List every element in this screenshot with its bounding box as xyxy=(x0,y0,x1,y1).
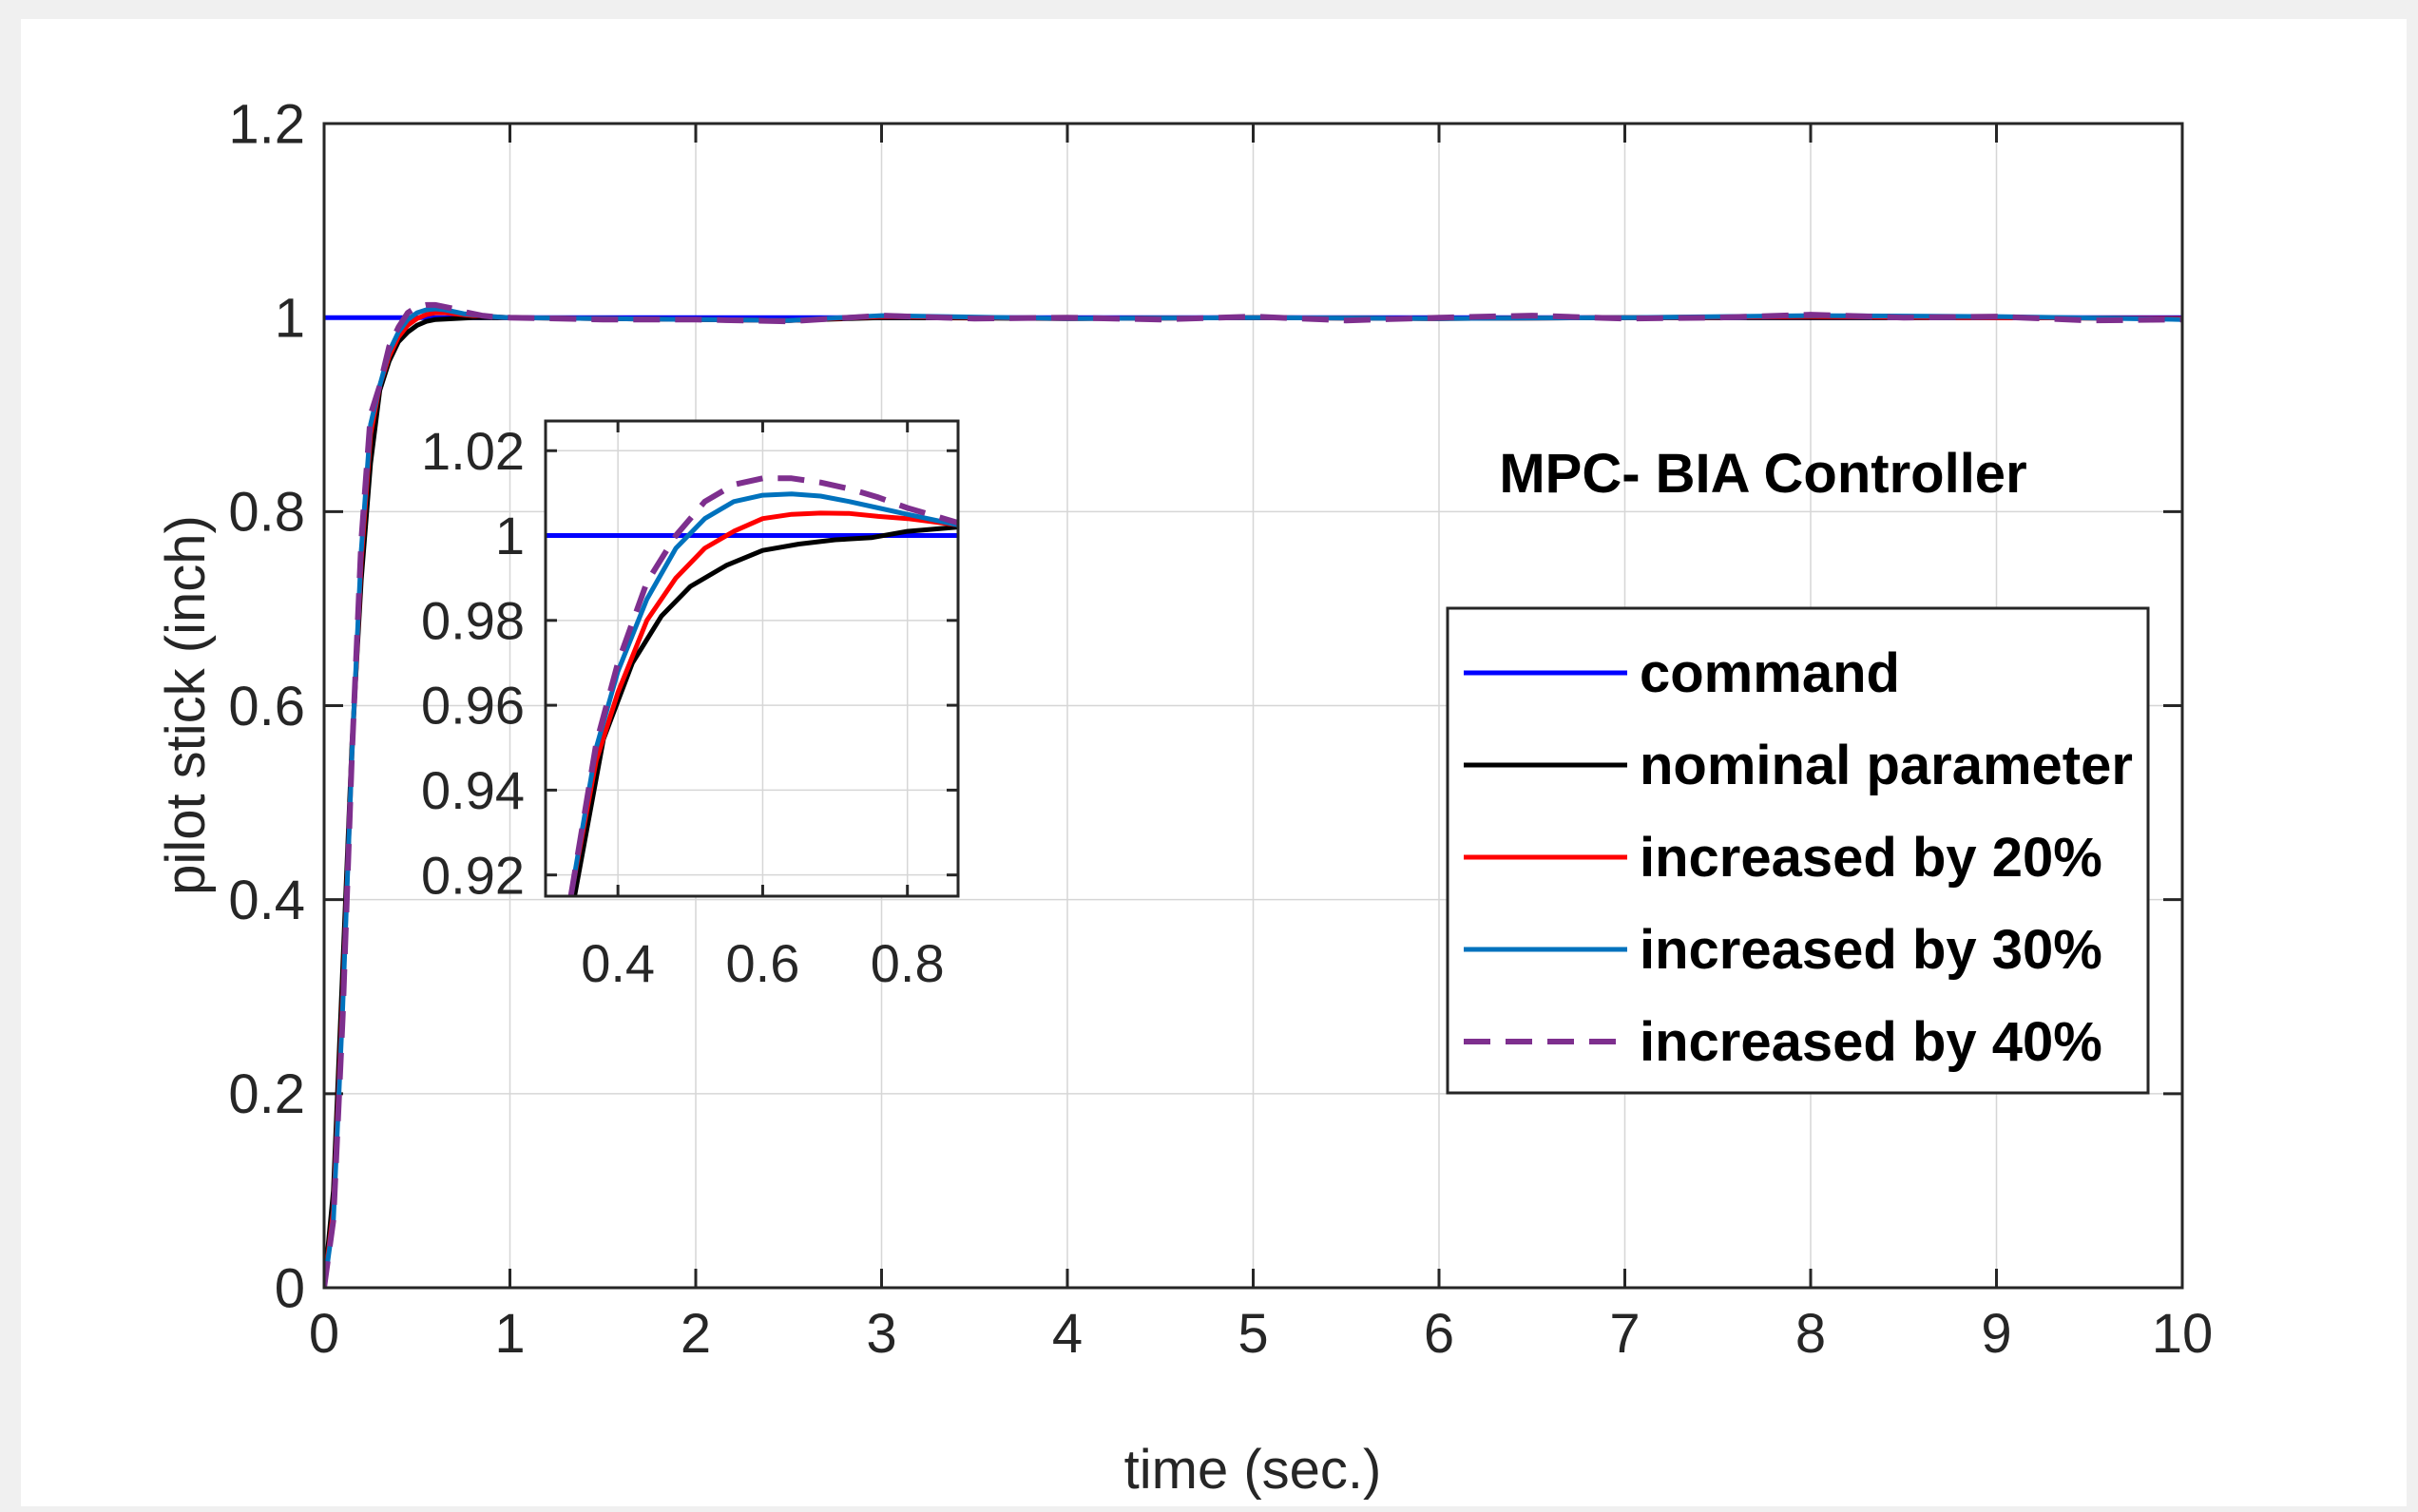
main-x-tick-label: 6 xyxy=(1424,1303,1454,1365)
inset-series-inc20 xyxy=(568,510,958,896)
main-x-tick-label: 4 xyxy=(1052,1303,1083,1365)
main-y-tick-label: 0.4 xyxy=(228,870,305,931)
main-series-inc40 xyxy=(324,301,2182,1288)
legend-items: command nominal parameter increased by 20%… xyxy=(1464,642,2133,1073)
main-y-tick-label: 1.2 xyxy=(228,93,305,155)
inset-x-tick-label: 0.8 xyxy=(871,933,945,993)
main-x-tick-label: 1 xyxy=(494,1303,525,1365)
inset-grid xyxy=(546,421,958,896)
x-axis-label: time (sec.) xyxy=(1124,1439,1382,1501)
inset-series-nominal xyxy=(572,525,958,896)
inset-series-inc30 xyxy=(568,491,958,896)
chart-title: MPC- BIA Controller xyxy=(1499,443,2026,505)
inset-y-tick-label: 0.92 xyxy=(421,845,525,905)
main-series-inc30 xyxy=(324,306,2182,1288)
inset-y-tick-label: 0.96 xyxy=(421,676,525,736)
legend-label-inc20: increased by 20% xyxy=(1640,827,2102,889)
inset-y-tick-label: 1 xyxy=(495,506,525,565)
inset-x-tick-label: 0.4 xyxy=(581,933,655,993)
main-axes-box xyxy=(322,122,2184,1290)
main-x-tick-label: 7 xyxy=(1609,1303,1640,1365)
inset-series-lines xyxy=(546,475,958,896)
main-y-tick-label: 0 xyxy=(275,1257,305,1319)
main-series-lines xyxy=(324,301,2182,1288)
inset-y-tick-labels: 0.92 0.94 0.96 0.98 1 1.02 xyxy=(421,421,525,905)
y-axis-label: pilot stick (inch) xyxy=(155,515,217,895)
main-x-tick-labels: 0 1 2 3 4 5 6 7 8 9 10 xyxy=(309,1303,2213,1365)
legend-label-inc30: increased by 30% xyxy=(1640,919,2102,981)
legend: command nominal parameter increased by 20%… xyxy=(1446,606,2150,1095)
inset-axes: 0.4 0.6 0.8 0.92 0.94 0.96 0.98 1 1.02 xyxy=(421,419,960,993)
main-x-tick-label: 9 xyxy=(1981,1303,2011,1365)
legend-box xyxy=(1446,606,2150,1095)
inset-y-tick-label: 1.02 xyxy=(421,421,525,481)
main-x-tick-label: 10 xyxy=(2152,1303,2214,1365)
main-y-tick-label: 1 xyxy=(275,287,305,349)
inset-series-inc40 xyxy=(567,475,958,896)
main-x-tick-label: 0 xyxy=(309,1303,339,1365)
main-y-tick-label: 0.8 xyxy=(228,482,305,544)
inset-plot-area xyxy=(546,421,958,896)
inset-axes-box xyxy=(544,419,960,898)
inset-y-tick-label: 0.94 xyxy=(421,760,525,820)
inset-x-tick-label: 0.6 xyxy=(725,933,799,993)
legend-label-inc40: increased by 40% xyxy=(1640,1011,2102,1073)
main-x-tick-label: 5 xyxy=(1238,1303,1268,1365)
legend-label-nominal: nominal parameter xyxy=(1640,735,2133,796)
main-y-tick-labels: 0 0.2 0.4 0.6 0.8 1 1.2 xyxy=(228,93,305,1319)
legend-label-command: command xyxy=(1640,642,1900,704)
main-x-tick-label: 2 xyxy=(681,1303,711,1365)
main-x-tick-label: 8 xyxy=(1795,1303,1826,1365)
main-x-tick-label: 3 xyxy=(866,1303,896,1365)
inset-x-tick-labels: 0.4 0.6 0.8 xyxy=(581,933,944,993)
inset-tick-marks xyxy=(546,421,958,896)
main-y-tick-label: 0.2 xyxy=(228,1063,305,1125)
main-y-tick-label: 0.6 xyxy=(228,676,305,737)
inset-y-tick-label: 0.98 xyxy=(421,590,525,650)
